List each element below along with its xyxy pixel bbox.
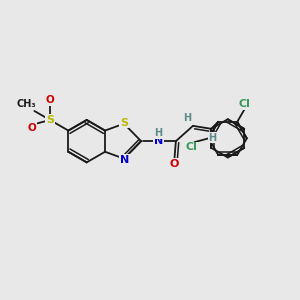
Text: N: N — [120, 155, 129, 165]
Text: O: O — [169, 159, 178, 169]
Text: Cl: Cl — [185, 142, 197, 152]
Text: Cl: Cl — [239, 99, 250, 109]
Text: O: O — [46, 95, 54, 105]
Text: H: H — [154, 128, 163, 138]
Text: H: H — [208, 133, 217, 142]
Text: CH₃: CH₃ — [16, 100, 36, 110]
Text: H: H — [183, 112, 191, 123]
Text: N: N — [154, 136, 163, 146]
Text: O: O — [28, 123, 36, 133]
Text: S: S — [46, 115, 54, 125]
Text: S: S — [120, 118, 128, 128]
